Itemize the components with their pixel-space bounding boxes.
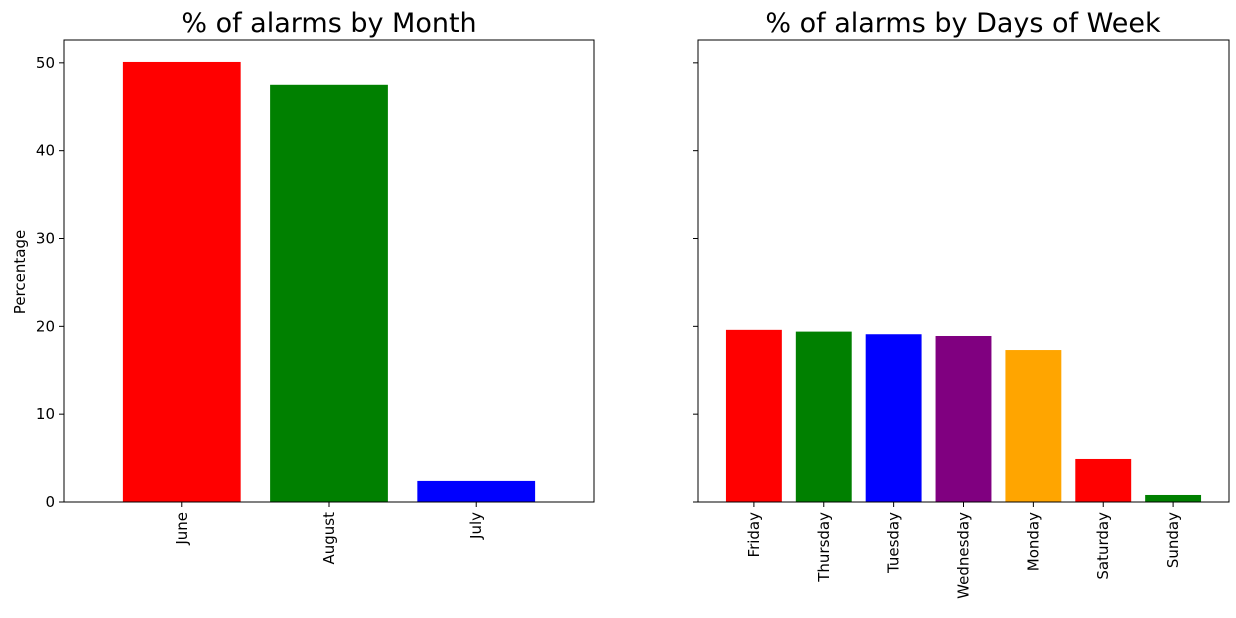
y-tick-label: 20 (36, 317, 55, 335)
chart-days-of-week: % of alarms by Days of Week Friday Thursd… (693, 8, 1230, 599)
y-tick-label: 10 (36, 405, 55, 423)
bar-sunday (1145, 494, 1202, 502)
bars (122, 61, 536, 502)
x-tick-label: July (467, 512, 485, 540)
bar-june (122, 61, 241, 502)
bar-july (417, 480, 536, 502)
x-tick-label: Sunday (1164, 512, 1182, 568)
x-tick-label: August (320, 512, 338, 565)
y-tick-label: 50 (36, 54, 55, 72)
bar-thursday (795, 331, 852, 502)
y-tick-label: 30 (36, 230, 55, 248)
y-tick-label: 0 (45, 493, 55, 511)
chart-title: % of alarms by Days of Week (765, 8, 1161, 39)
y-axis-label: Percentage (11, 230, 29, 314)
axis-ticks: Friday Thursday Tuesday Wednesday Monday Satu… (693, 62, 1182, 599)
chart-month: % of alarms by Month Percentage June Augu… (11, 8, 595, 565)
x-tick-label: June (173, 512, 191, 546)
bar-monday (1005, 350, 1062, 502)
y-tick-label: 40 (36, 142, 55, 160)
x-tick-label: Friday (745, 512, 763, 558)
plot-frame (63, 39, 595, 503)
x-tick-label: Wednesday (955, 512, 973, 599)
bar-saturday (1075, 458, 1132, 502)
chart-title: % of alarms by Month (181, 8, 476, 39)
bars (725, 329, 1202, 502)
bar-august (270, 84, 388, 502)
plot-frame (697, 39, 1230, 503)
x-tick-label: Tuesday (885, 512, 903, 574)
x-tick-label: Thursday (815, 512, 833, 583)
x-tick-label: Monday (1024, 512, 1042, 571)
bar-tuesday (865, 334, 922, 502)
x-tick-label: Saturday (1094, 512, 1112, 580)
bar-friday (725, 329, 782, 502)
axis-ticks: June August July 0 10 20 30 40 50 (36, 54, 485, 565)
bar-wednesday (935, 335, 992, 502)
